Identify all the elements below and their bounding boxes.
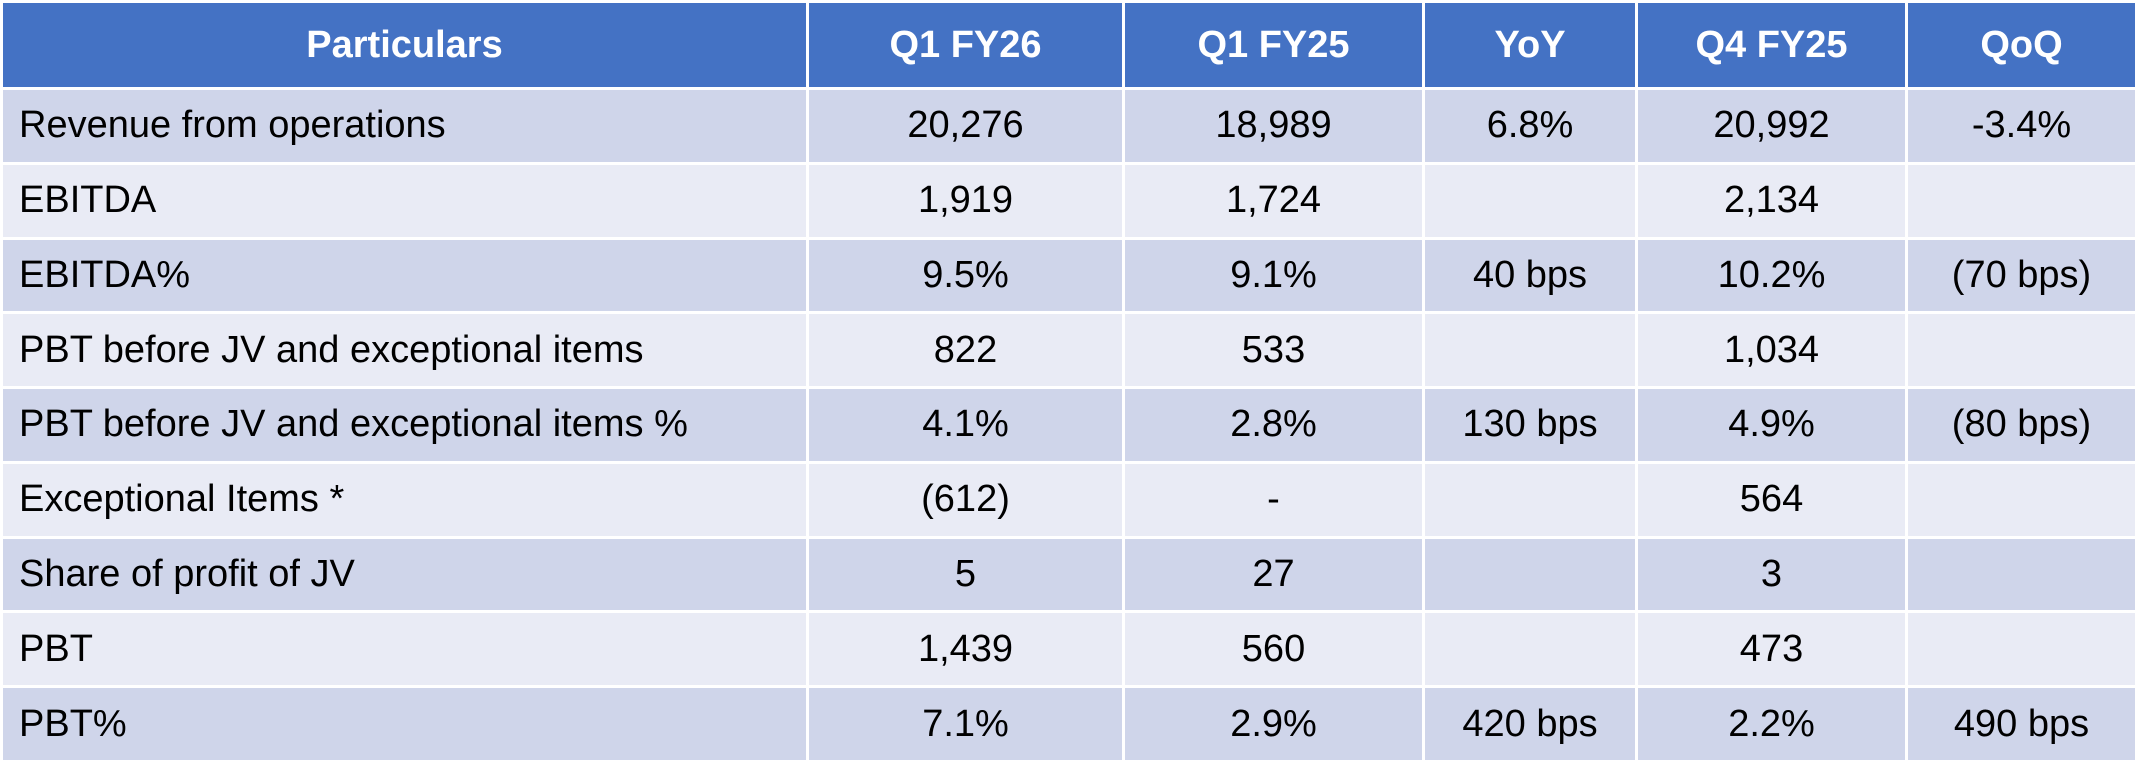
table-row: EBITDA 1,919 1,724 2,134 <box>0 161 2135 240</box>
row-label: Revenue from operations <box>0 87 809 165</box>
cell-qoq <box>1905 535 2135 614</box>
cell-q4-fy25: 20,992 <box>1635 87 1908 165</box>
table-row: Share of profit of JV 5 27 3 <box>0 535 2135 614</box>
cell-q1-fy26: 9.5% <box>806 236 1125 315</box>
cell-qoq: -3.4% <box>1905 87 2135 165</box>
cell-q1-fy26: 1,439 <box>806 610 1125 689</box>
row-label: PBT% <box>0 685 809 763</box>
table-row: PBT% 7.1% 2.9% 420 bps 2.2% 490 bps <box>0 685 2135 763</box>
table-row: PBT before JV and exceptional items 822 … <box>0 311 2135 390</box>
table-row: Exceptional Items * (612) - 564 <box>0 460 2135 539</box>
cell-yoy: 6.8% <box>1422 87 1638 165</box>
table-row: PBT 1,439 560 473 <box>0 610 2135 689</box>
header-q1-fy26: Q1 FY26 <box>806 0 1125 90</box>
cell-q1-fy26: 5 <box>806 535 1125 614</box>
row-label: EBITDA <box>0 161 809 240</box>
cell-yoy <box>1422 610 1638 689</box>
header-q1-fy25: Q1 FY25 <box>1122 0 1425 90</box>
row-label: PBT before JV and exceptional items % <box>0 386 809 464</box>
cell-q1-fy25: - <box>1122 460 1425 539</box>
row-label: EBITDA% <box>0 236 809 315</box>
cell-qoq: (70 bps) <box>1905 236 2135 315</box>
cell-qoq <box>1905 311 2135 390</box>
cell-q1-fy26: 1,919 <box>806 161 1125 240</box>
row-label: PBT <box>0 610 809 689</box>
cell-qoq <box>1905 610 2135 689</box>
table-row: Revenue from operations 20,276 18,989 6.… <box>0 87 2135 165</box>
cell-q4-fy25: 4.9% <box>1635 386 1908 464</box>
header-particulars: Particulars <box>0 0 809 90</box>
cell-q4-fy25: 2,134 <box>1635 161 1908 240</box>
cell-qoq <box>1905 161 2135 240</box>
cell-q1-fy25: 533 <box>1122 311 1425 390</box>
cell-q1-fy26: 822 <box>806 311 1125 390</box>
header-qoq: QoQ <box>1905 0 2135 90</box>
cell-yoy <box>1422 460 1638 539</box>
cell-q1-fy25: 18,989 <box>1122 87 1425 165</box>
cell-q1-fy25: 27 <box>1122 535 1425 614</box>
cell-q4-fy25: 2.2% <box>1635 685 1908 763</box>
header-row: Particulars Q1 FY26 Q1 FY25 YoY Q4 FY25 … <box>0 0 2135 90</box>
cell-q4-fy25: 3 <box>1635 535 1908 614</box>
cell-q4-fy25: 10.2% <box>1635 236 1908 315</box>
row-label: Exceptional Items * <box>0 460 809 539</box>
table-row: PBT before JV and exceptional items % 4.… <box>0 386 2135 464</box>
cell-q1-fy26: 7.1% <box>806 685 1125 763</box>
cell-yoy: 40 bps <box>1422 236 1638 315</box>
cell-yoy: 420 bps <box>1422 685 1638 763</box>
table-row: EBITDA% 9.5% 9.1% 40 bps 10.2% (70 bps) <box>0 236 2135 315</box>
cell-q4-fy25: 564 <box>1635 460 1908 539</box>
cell-q4-fy25: 1,034 <box>1635 311 1908 390</box>
row-label: PBT before JV and exceptional items <box>0 311 809 390</box>
cell-yoy <box>1422 311 1638 390</box>
cell-q1-fy26: (612) <box>806 460 1125 539</box>
cell-qoq <box>1905 460 2135 539</box>
cell-qoq: (80 bps) <box>1905 386 2135 464</box>
cell-q1-fy26: 20,276 <box>806 87 1125 165</box>
cell-q4-fy25: 473 <box>1635 610 1908 689</box>
cell-q1-fy26: 4.1% <box>806 386 1125 464</box>
cell-q1-fy25: 560 <box>1122 610 1425 689</box>
header-yoy: YoY <box>1422 0 1638 90</box>
cell-q1-fy25: 1,724 <box>1122 161 1425 240</box>
cell-qoq: 490 bps <box>1905 685 2135 763</box>
header-q4-fy25: Q4 FY25 <box>1635 0 1908 90</box>
cell-q1-fy25: 2.8% <box>1122 386 1425 464</box>
cell-q1-fy25: 2.9% <box>1122 685 1425 763</box>
cell-yoy: 130 bps <box>1422 386 1638 464</box>
cell-yoy <box>1422 535 1638 614</box>
row-label: Share of profit of JV <box>0 535 809 614</box>
cell-q1-fy25: 9.1% <box>1122 236 1425 315</box>
cell-yoy <box>1422 161 1638 240</box>
